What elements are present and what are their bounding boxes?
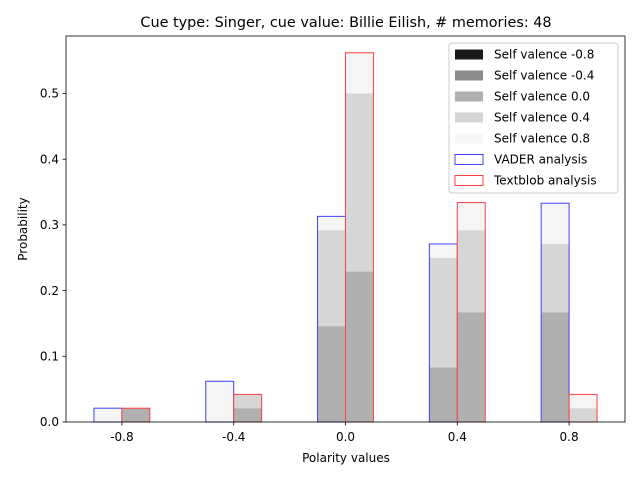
y-tick-label: 0.3 <box>40 218 59 232</box>
bar-segment-vader-2-2 <box>317 326 346 422</box>
bar-segment-textblob-1-3 <box>233 394 262 409</box>
legend-label: Self valence -0.4 <box>494 69 594 83</box>
x-tick-label: 0.0 <box>336 430 355 444</box>
x-axis-ticks: -0.8 -0.4 0.0 0.4 0.8 <box>110 422 579 444</box>
bar-segment-textblob-4-3 <box>569 408 598 422</box>
legend-label: Self valence 0.4 <box>494 111 590 125</box>
x-axis-label: Polarity values <box>302 451 390 465</box>
bars <box>93 52 598 423</box>
bar-segment-vader-3-2 <box>429 367 458 422</box>
y-tick-label: 0.4 <box>40 152 59 166</box>
bar-segment-textblob-3-2 <box>457 312 486 422</box>
legend-label: Self valence 0.8 <box>494 132 590 146</box>
y-tick-label: 0.1 <box>40 349 59 363</box>
bar-segment-textblob-4-4 <box>569 394 598 409</box>
axes-frame <box>65 35 626 423</box>
y-tick-label: 0.2 <box>40 284 59 298</box>
bar-segment-vader-4-2 <box>541 312 570 422</box>
x-tick-label: -0.8 <box>110 430 133 444</box>
y-axis-label: Probability <box>16 197 30 260</box>
y-tick-label: 0.0 <box>40 415 59 429</box>
bar-segment-vader-4-4 <box>541 203 570 244</box>
legend-swatch <box>455 70 483 81</box>
x-tick-label: -0.4 <box>222 430 245 444</box>
bar-segment-vader-2-3 <box>317 230 346 327</box>
legend-swatch <box>455 133 483 144</box>
x-tick-label: 0.4 <box>448 430 467 444</box>
legend-swatch <box>455 112 483 123</box>
bar-segment-vader-3-4 <box>429 243 458 258</box>
bar-segment-textblob-2-2 <box>345 271 374 422</box>
bar-segment-vader-1-4 <box>205 381 234 422</box>
legend-label: Textblob analysis <box>493 174 597 188</box>
y-tick-label: 0.5 <box>40 87 59 101</box>
bar-segment-vader-2-4 <box>317 216 346 231</box>
bar-segment-textblob-2-4 <box>345 52 374 94</box>
bar-segment-vader-3-3 <box>429 257 458 368</box>
chart-title: Cue type: Singer, cue value: Billie Eili… <box>140 15 551 31</box>
legend-swatch <box>454 175 484 186</box>
bar-segment-textblob-3-4 <box>457 202 486 231</box>
legend-label: Self valence 0.0 <box>494 90 590 104</box>
y-axis-ticks: 0.0 0.1 0.2 0.3 0.4 0.5 <box>40 87 66 429</box>
legend-swatch <box>455 91 483 102</box>
bar-segment-vader-0-4 <box>93 408 122 422</box>
bar-segment-textblob-2-3 <box>345 93 374 272</box>
bar-segment-vader-4-3 <box>541 243 570 313</box>
bar-segment-textblob-0-2 <box>121 408 150 422</box>
legend: Self valence -0.8 Self valence -0.4 Self v… <box>448 42 619 194</box>
legend-swatch <box>454 154 484 165</box>
legend-box <box>448 42 619 194</box>
x-tick-label: 0.8 <box>560 430 579 444</box>
legend-label: VADER analysis <box>494 153 587 167</box>
bar-segment-textblob-3-3 <box>457 230 486 313</box>
legend-swatch <box>455 49 483 60</box>
bar-segment-textblob-1-2 <box>233 408 262 422</box>
legend-label: Self valence -0.8 <box>494 48 594 62</box>
